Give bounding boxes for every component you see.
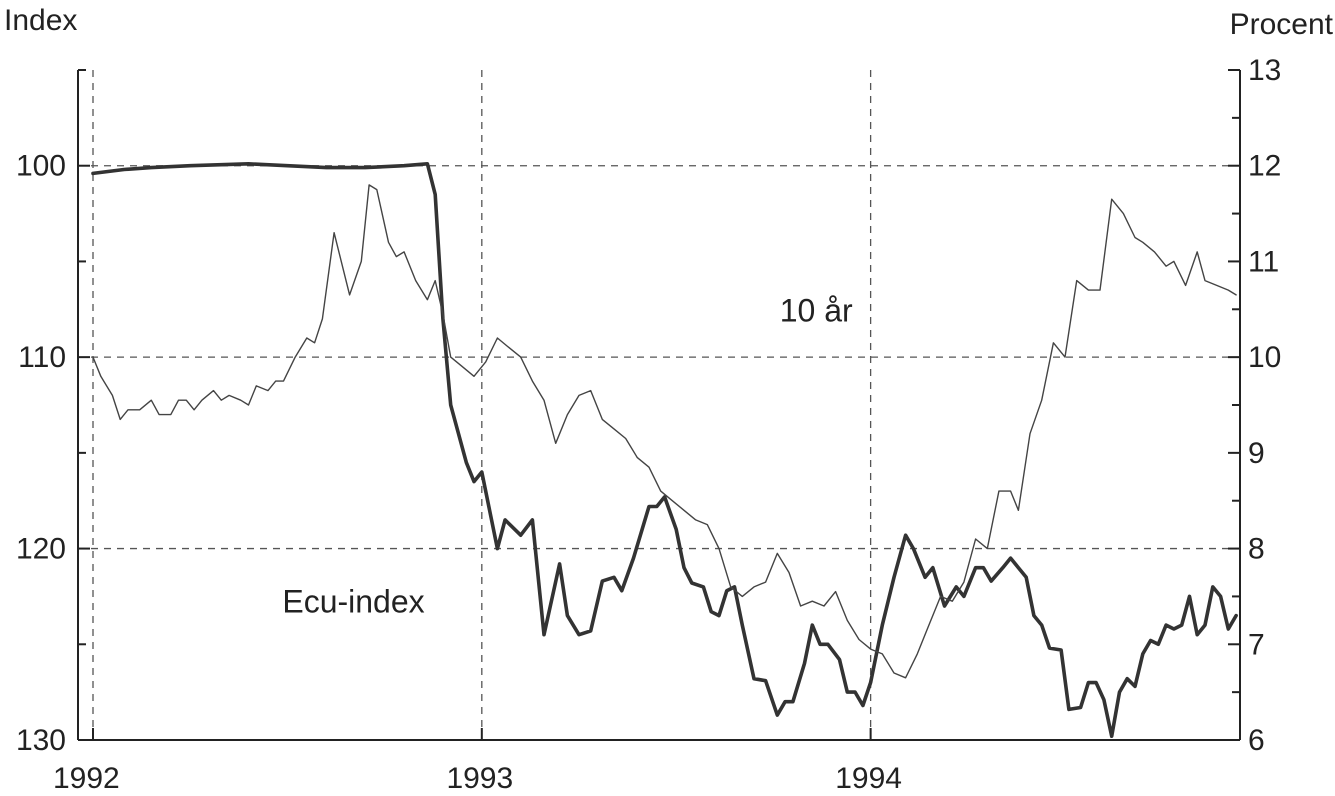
annotation-label: 10 år bbox=[780, 292, 853, 328]
series-line-ecu-index bbox=[91, 162, 1238, 739]
series-line-10-ar bbox=[92, 184, 1237, 679]
right-tick-label: 9 bbox=[1248, 437, 1265, 470]
labels-layer: Index Procent 100 110 120 130 6 7 8 9 10 11 12 13 19… bbox=[4, 4, 1334, 795]
left-tick-label: 110 bbox=[18, 341, 66, 374]
right-tick-label: 6 bbox=[1248, 724, 1265, 757]
series-layer bbox=[91, 162, 1238, 739]
annotation-label: Ecu-index bbox=[282, 583, 424, 619]
left-tick-label: 100 bbox=[16, 150, 66, 183]
left-tick-label: 130 bbox=[16, 724, 66, 757]
right-axis-title: Procent bbox=[1230, 8, 1334, 41]
right-tick-label: 7 bbox=[1248, 628, 1265, 661]
right-tick-label: 12 bbox=[1248, 150, 1281, 183]
right-tick-label: 10 bbox=[1248, 341, 1281, 374]
left-axis-title: Index bbox=[4, 4, 77, 37]
bottom-tick-label: 1993 bbox=[446, 762, 513, 795]
grid-layer bbox=[78, 70, 1240, 740]
right-tick-label: 11 bbox=[1248, 245, 1279, 278]
right-tick-label: 8 bbox=[1248, 533, 1265, 566]
bottom-tick-label: 1994 bbox=[835, 762, 902, 795]
left-tick-label: 120 bbox=[16, 533, 66, 566]
bottom-tick-label: 1992 bbox=[53, 762, 120, 795]
axes-layer bbox=[77, 69, 1241, 741]
right-tick-label: 13 bbox=[1248, 54, 1281, 87]
